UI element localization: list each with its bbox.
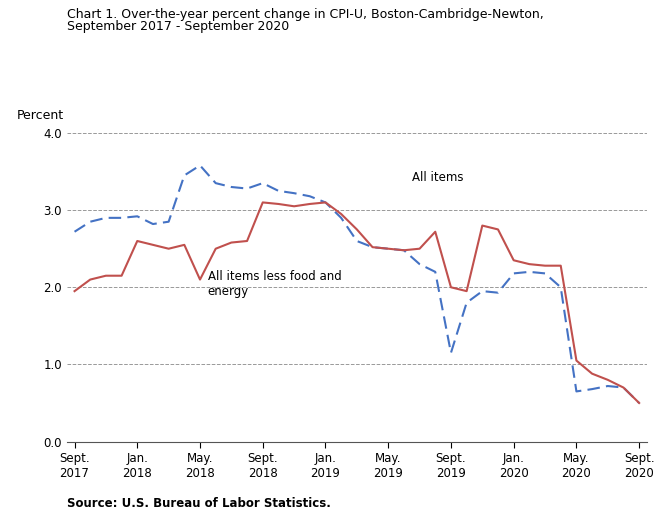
- Text: Percent: Percent: [17, 110, 64, 122]
- Text: Chart 1. Over-the-year percent change in CPI-U, Boston-Cambridge-Newton,: Chart 1. Over-the-year percent change in…: [67, 8, 544, 21]
- Text: All items: All items: [412, 171, 464, 184]
- Text: All items less food and
energy: All items less food and energy: [208, 270, 342, 298]
- Text: September 2017 - September 2020: September 2017 - September 2020: [67, 20, 289, 32]
- Text: Source: U.S. Bureau of Labor Statistics.: Source: U.S. Bureau of Labor Statistics.: [67, 497, 331, 510]
